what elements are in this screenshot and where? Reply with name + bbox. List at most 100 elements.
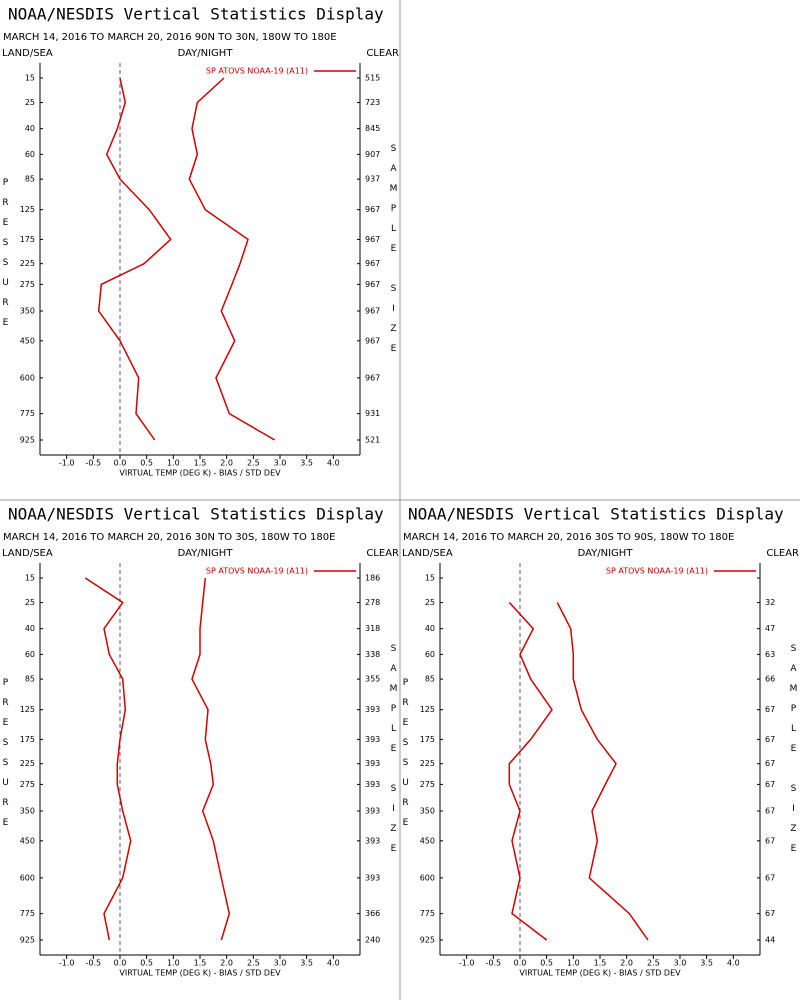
sample-size: 967 [365,280,380,289]
sample-size: 967 [365,235,380,244]
time-label: DAY/NIGHT [178,548,234,559]
y-tick-label: 40 [425,624,435,633]
y-tick-label: 175 [420,735,435,744]
y-tick-label: 450 [420,836,435,845]
sample-size: 393 [365,759,380,768]
subtitle: MARCH 14, 2016 TO MARCH 20, 2016 30S TO … [403,532,734,543]
y-tick-label: 85 [25,675,35,684]
sample-size: 67 [765,780,775,789]
x-tick-label: 1.5 [194,959,207,968]
y-tick-label: 225 [20,759,35,768]
y-tick-label: 60 [25,650,35,659]
sample-size: 515 [365,74,380,83]
y-axis-label: PRESSURE [1,178,11,338]
sample-size: 521 [365,436,380,445]
surface-label: LAND/SEA [2,548,53,559]
subtitle: MARCH 14, 2016 TO MARCH 20, 2016 30N TO … [3,532,335,543]
surface-label: LAND/SEA [2,48,53,59]
sample-size: 393 [365,705,380,714]
y-tick-label: 275 [20,280,35,289]
y-tick-label: 600 [20,373,35,382]
y-tick-label: 175 [20,735,35,744]
sample-size: 338 [365,650,380,659]
x-axis-label: VIRTUAL TEMP (DEG K) - BIAS / STD DEV [119,469,281,478]
title: NOAA/NESDIS Vertical Statistics Display [408,505,784,524]
sample-size: 723 [365,98,380,107]
x-tick-label: 2.0 [220,459,233,468]
sample-size: 393 [365,735,380,744]
std-dev-line [191,577,231,941]
time-label: DAY/NIGHT [178,48,234,59]
sample-size: 278 [365,598,380,607]
sample-size: 186 [365,574,380,583]
y-tick-label: 125 [20,705,35,714]
y-axis-label: PRESSURE [1,678,11,838]
y-tick-label: 225 [420,759,435,768]
x-tick-label: 3.5 [300,959,313,968]
x-tick-label: 3.0 [674,959,687,968]
sample-size: 967 [365,306,380,315]
y2-axis-label: SAMPLE SIZE [389,144,399,364]
y-axis-label: PRESSURE [401,678,411,838]
sample-size: 393 [365,873,380,882]
std-dev-line [188,77,276,441]
y-tick-label: 225 [20,259,35,268]
sky-label: CLEAR [366,548,399,559]
x-tick-label: 2.5 [247,459,260,468]
x-tick-label: 4.0 [327,459,340,468]
x-tick-label: 0.0 [114,459,127,468]
y-tick-label: 60 [425,650,435,659]
sample-size: 240 [365,936,380,945]
x-tick-label: 3.5 [300,459,313,468]
sample-size: 355 [365,675,380,684]
y2-axis-label: SAMPLE SIZE [389,644,399,864]
legend-label: SP ATOVS NOAA-19 (A11) [206,67,308,76]
sample-size: 967 [365,373,380,382]
sample-size: 63 [765,650,775,659]
sample-size: 47 [765,624,775,633]
x-tick-label: 1.0 [167,959,180,968]
x-tick-label: 2.5 [647,959,660,968]
x-tick-label: 1.5 [594,959,607,968]
x-tick-label: -1.0 [459,959,475,968]
sample-size: 366 [365,909,380,918]
x-tick-label: 0.5 [140,959,153,968]
x-tick-label: 4.0 [727,959,740,968]
surface-label: LAND/SEA [402,548,453,559]
x-tick-label: 3.0 [274,959,287,968]
sample-size: 967 [365,259,380,268]
sample-size: 393 [365,836,380,845]
x-tick-label: -0.5 [86,959,102,968]
y-tick-label: 85 [25,175,35,184]
sample-size: 44 [765,936,775,945]
y-tick-label: 125 [20,205,35,214]
y-tick-label: 175 [20,235,35,244]
y-tick-label: 125 [420,705,435,714]
sample-size: 318 [365,624,380,633]
x-tick-label: 4.0 [327,959,340,968]
x-tick-label: 2.0 [220,959,233,968]
y-tick-label: 40 [25,624,35,633]
x-tick-label: 0.0 [514,959,527,968]
x-tick-label: 3.5 [700,959,713,968]
std-dev-line [556,602,649,941]
y-tick-label: 275 [20,780,35,789]
y-tick-label: 15 [425,574,435,583]
sample-size: 67 [765,909,775,918]
sample-size: 931 [365,409,380,418]
time-label: DAY/NIGHT [578,548,634,559]
y-tick-label: 350 [20,306,35,315]
y-tick-label: 275 [420,780,435,789]
sample-size: 67 [765,759,775,768]
sample-size: 845 [365,124,380,133]
sample-size: 67 [765,735,775,744]
y-tick-label: 60 [25,150,35,159]
y-tick-label: 775 [420,909,435,918]
x-tick-label: 1.5 [194,459,207,468]
sample-size: 907 [365,150,380,159]
sample-size: 66 [765,675,775,684]
x-axis-label: VIRTUAL TEMP (DEG K) - BIAS / STD DEV [119,969,281,978]
legend-label: SP ATOVS NOAA-19 (A11) [206,567,308,576]
y-tick-label: 600 [420,873,435,882]
